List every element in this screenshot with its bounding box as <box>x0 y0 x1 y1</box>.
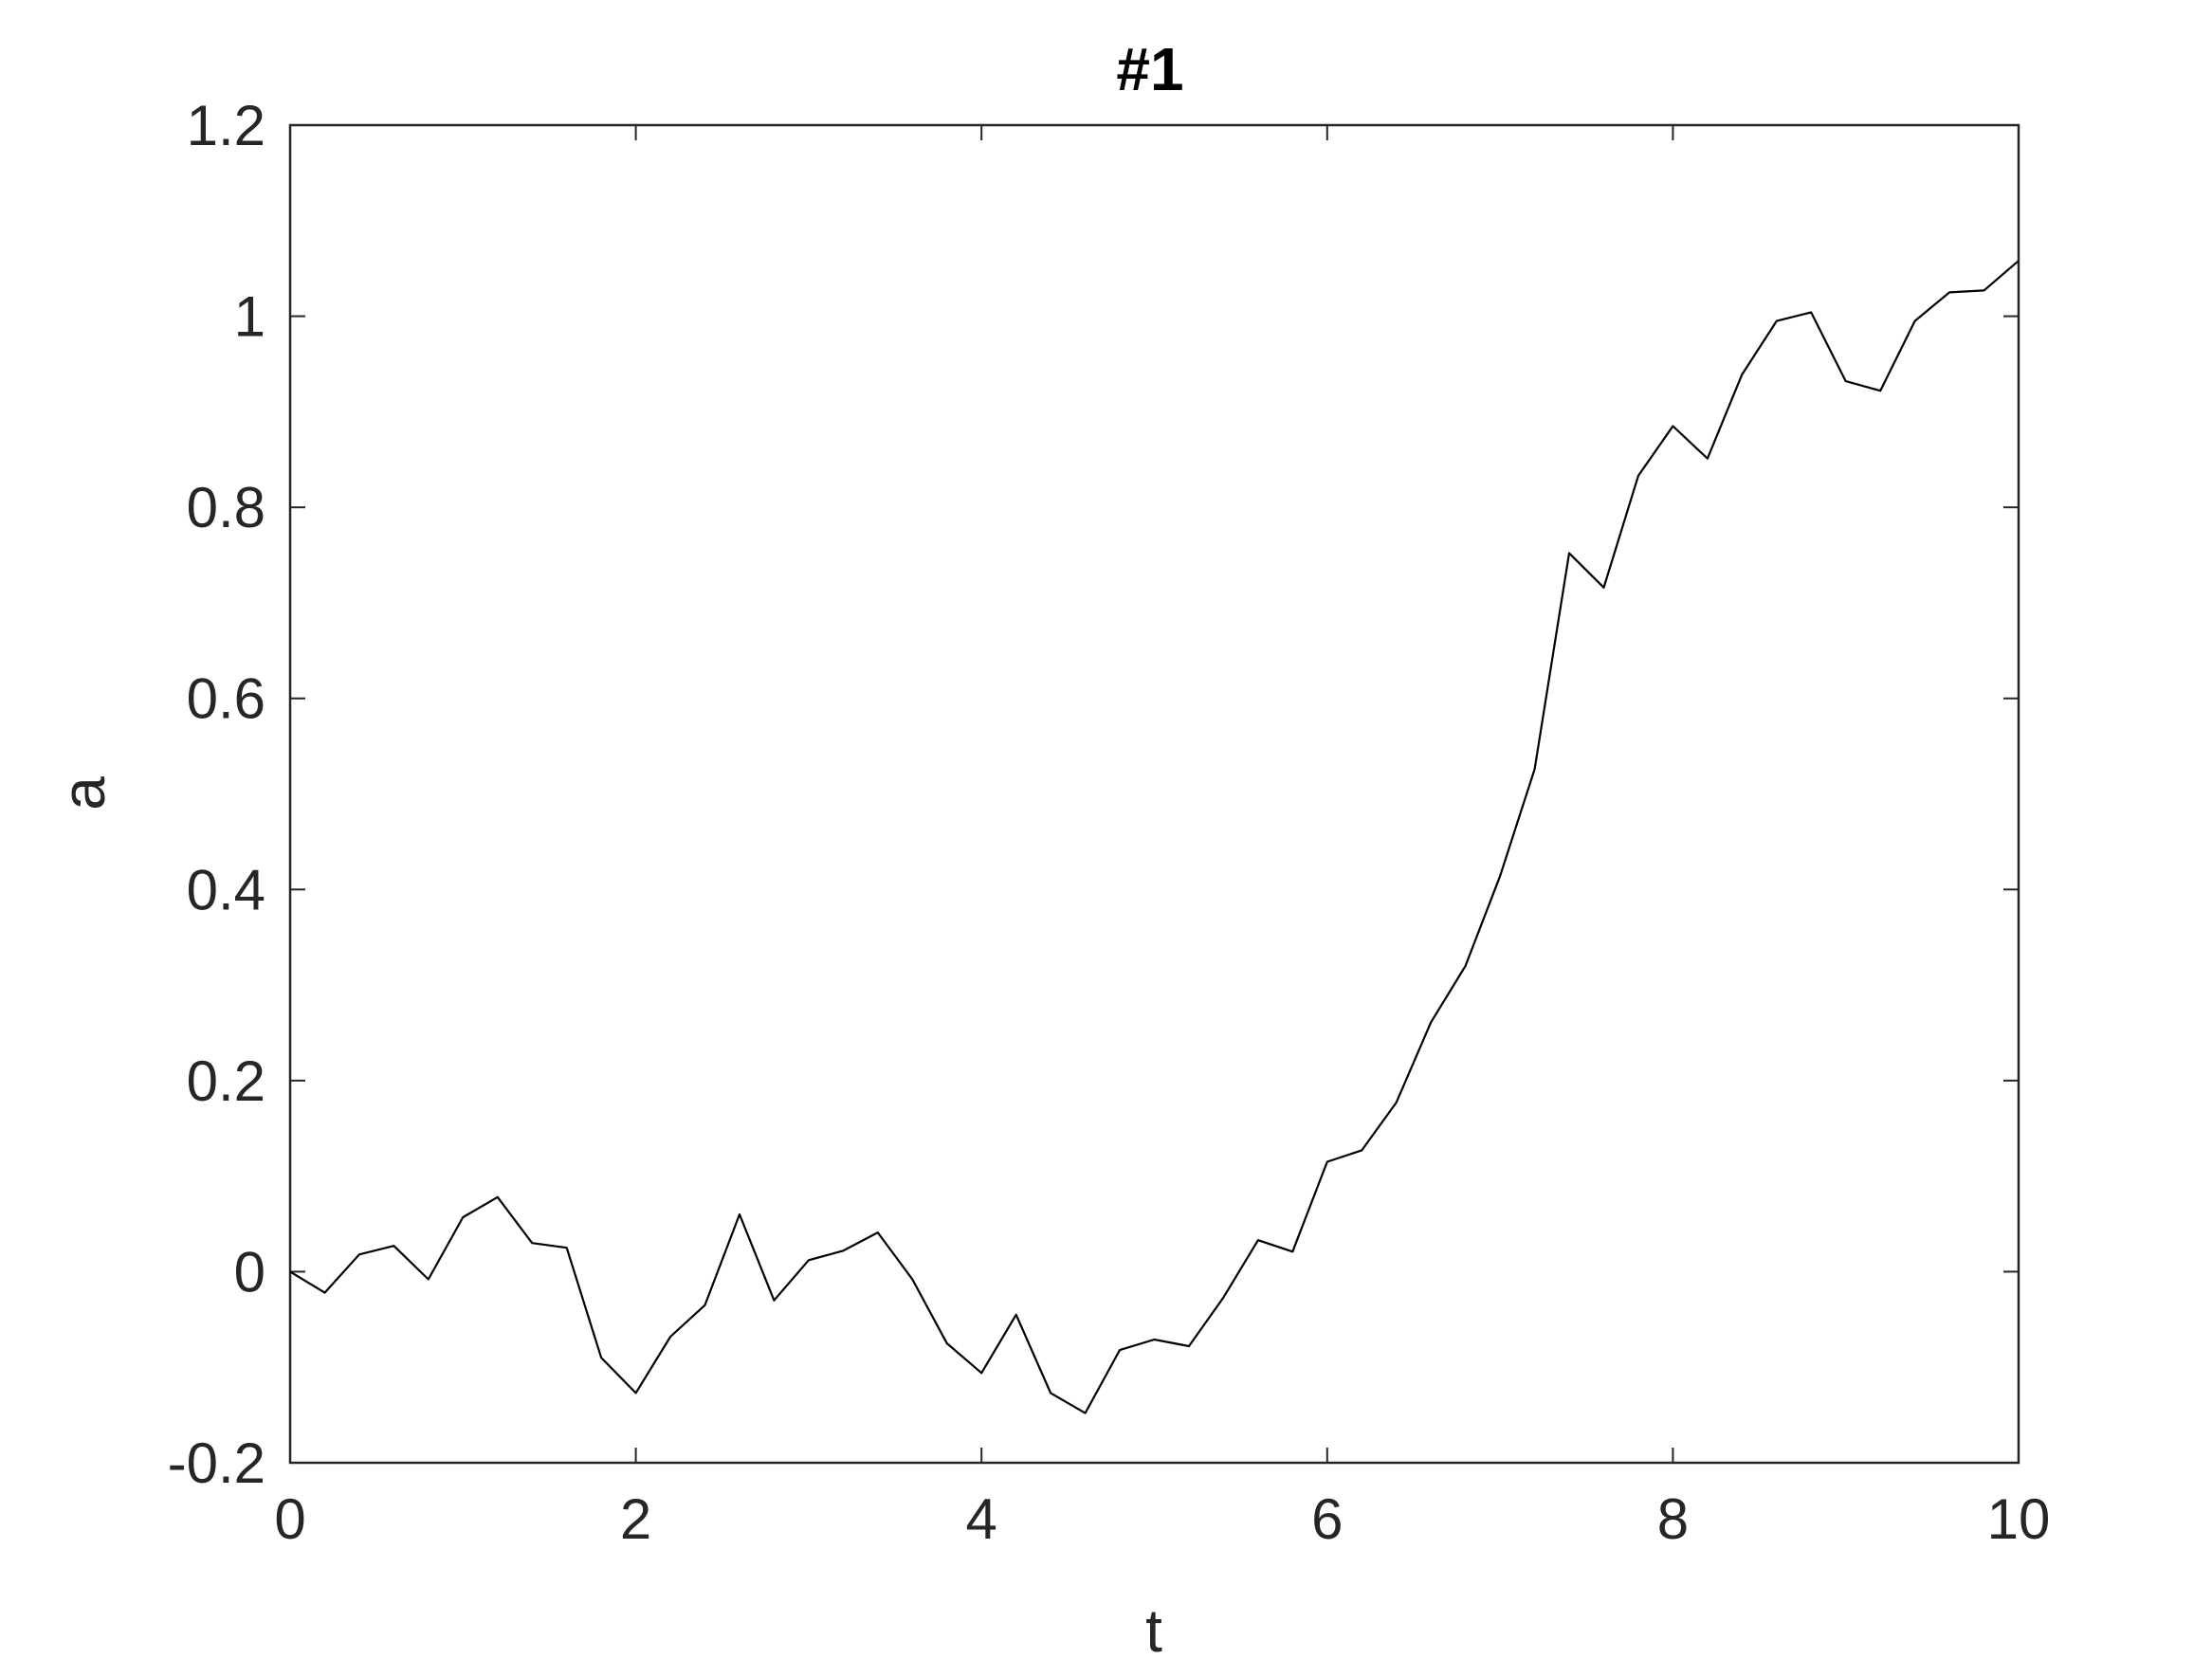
y-axis-label: a <box>49 776 118 811</box>
y-tick-label: 0 <box>234 1240 265 1304</box>
chart-title: #1 <box>1116 35 1183 103</box>
x-axis-label: t <box>1145 1596 1162 1659</box>
y-tick-label: -0.2 <box>168 1431 265 1495</box>
y-tick-label: 0.2 <box>187 1049 265 1113</box>
y-tick-label: 0.6 <box>187 667 265 731</box>
x-tick-label: 6 <box>1311 1487 1343 1551</box>
series-line <box>289 260 2020 1414</box>
x-axis-ticks: 0 2 4 6 8 10 <box>274 125 2050 1551</box>
y-tick-label: 1.2 <box>187 94 265 157</box>
y-tick-label: 0.8 <box>187 476 265 539</box>
y-tick-label: 0.4 <box>187 858 265 921</box>
x-tick-label: 10 <box>1987 1487 2051 1551</box>
series-layer <box>289 260 2020 1414</box>
y-axis-ticks: -0.2 0 0.2 0.4 0.6 0.8 1 1.2 <box>168 94 2019 1495</box>
x-tick-label: 4 <box>966 1487 997 1551</box>
x-tick-label: 2 <box>620 1487 651 1551</box>
x-tick-label: 8 <box>1657 1487 1689 1551</box>
plot-area <box>288 123 2020 1465</box>
x-tick-label: 0 <box>274 1487 305 1551</box>
y-tick-label: 1 <box>234 285 265 349</box>
